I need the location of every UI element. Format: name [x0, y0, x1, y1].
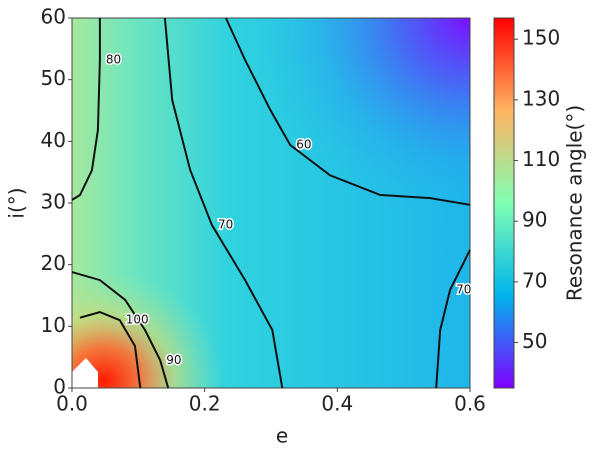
colorbar-tick-label: 110: [522, 147, 560, 171]
x-tick-label: 0.0: [56, 392, 88, 416]
x-tick-label: 0.2: [189, 392, 221, 416]
contour-line: [163, 17, 284, 389]
x-tick-label: 0.4: [321, 392, 353, 416]
colorbar-tick-label: 150: [522, 26, 560, 50]
y-tick-label: 30: [41, 190, 66, 214]
contour-line: [71, 271, 170, 389]
y-tick-label: 10: [41, 313, 66, 337]
y-tick-label: 60: [41, 5, 66, 29]
x-axis-label: e: [276, 424, 288, 448]
contour-label: 70: [218, 218, 233, 232]
contour-label: 80: [106, 52, 121, 66]
contour-label: 70: [456, 282, 471, 296]
x-tick-label: 0.6: [454, 392, 486, 416]
contour-line: [224, 17, 471, 206]
contour-label: 90: [166, 353, 181, 367]
contour-line: [79, 311, 142, 389]
y-tick-label: 40: [41, 128, 66, 152]
y-tick-label: 50: [41, 66, 66, 90]
contour-line: [435, 249, 471, 389]
colorbar-tick-label: 90: [522, 208, 547, 232]
contour-label: 100: [126, 313, 149, 327]
field: [72, 18, 470, 388]
colorbar-tick-label: 130: [522, 86, 560, 110]
y-tick-label: 0: [53, 375, 66, 399]
y-axis-label: i(°): [5, 187, 29, 218]
colorbar-tick-label: 50: [522, 329, 547, 353]
contour-line: [71, 18, 101, 201]
colorbar-label: Resonance angle(°): [563, 105, 587, 301]
contour-label: 60: [296, 138, 311, 152]
colorbar: [493, 17, 515, 389]
y-tick-label: 20: [41, 251, 66, 275]
colorbar-tick-label: 70: [522, 268, 547, 292]
